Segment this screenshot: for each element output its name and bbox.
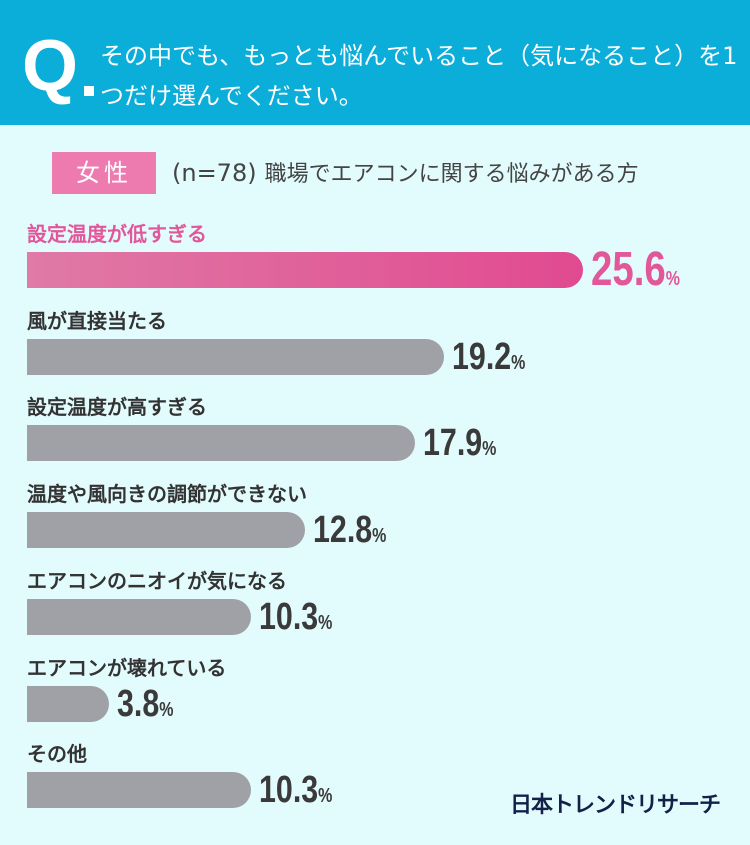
bar bbox=[27, 425, 416, 462]
value-unit: % bbox=[510, 351, 526, 374]
bar bbox=[27, 338, 444, 375]
bar-value-label: 17.9% bbox=[423, 423, 496, 469]
brand-logo: 日本トレンドリサーチ bbox=[510, 793, 721, 818]
bar-label: エアコンが壊れている bbox=[27, 655, 227, 680]
value-unit: % bbox=[371, 525, 387, 548]
bar bbox=[27, 598, 251, 635]
value-unit: % bbox=[482, 438, 497, 461]
bar-label: その他 bbox=[27, 742, 87, 767]
bar bbox=[27, 512, 305, 549]
bar bbox=[27, 685, 110, 722]
bar bbox=[27, 252, 583, 288]
gender-badge: 女性 bbox=[52, 152, 156, 194]
question-text: その中でも、もっとも悩んでいること（気になること）を1つだけ選んでください。 bbox=[100, 42, 738, 110]
value-number: 19.2 bbox=[451, 335, 511, 378]
value-number: 10.3 bbox=[258, 769, 318, 812]
bar-value-label: 25.6% bbox=[591, 245, 680, 304]
bar-label: 風が直接当たる bbox=[27, 308, 167, 333]
bar-value-label: 10.3% bbox=[259, 597, 332, 643]
q-dot bbox=[84, 86, 94, 96]
value-number: 10.3 bbox=[258, 595, 318, 638]
value-number: 3.8 bbox=[117, 682, 160, 725]
bar-label: エアコンのニオイが気になる bbox=[27, 568, 287, 593]
respondent-description: 職場でエアコンに関する悩みがある方 bbox=[264, 162, 639, 187]
bar-value-label: 10.3% bbox=[259, 770, 332, 816]
question-header: Q その中でも、もっとも悩んでいること（気になること）を1つだけ選んでください。 bbox=[0, 0, 750, 125]
bar-value-label: 12.8% bbox=[313, 510, 386, 556]
q-mark: Q bbox=[22, 26, 79, 106]
bar bbox=[27, 772, 251, 809]
bar-value-label: 3.8% bbox=[117, 684, 174, 730]
value-number: 25.6 bbox=[590, 243, 666, 296]
bar-label: 設定温度が低すぎる bbox=[27, 222, 207, 246]
bar-value-label: 19.2% bbox=[452, 337, 525, 383]
value-unit: % bbox=[317, 611, 332, 634]
bar-label: 設定温度が高すぎる bbox=[27, 395, 207, 420]
value-number: 12.8 bbox=[312, 509, 372, 552]
sample-size: (n=78) bbox=[172, 159, 257, 187]
value-unit: % bbox=[317, 785, 332, 808]
value-unit: % bbox=[665, 268, 680, 290]
bar-label: 温度や風向きの調節ができない bbox=[27, 482, 307, 507]
value-number: 17.9 bbox=[423, 422, 483, 465]
sample-description: (n=78) 職場でエアコンに関する悩みがある方 bbox=[172, 155, 639, 193]
value-unit: % bbox=[159, 698, 174, 721]
